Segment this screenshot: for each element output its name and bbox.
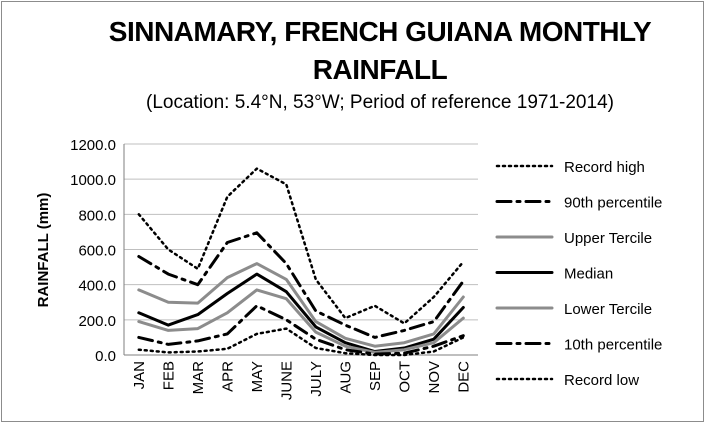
series-line (137, 167, 465, 325)
x-tick-label: APR (219, 361, 236, 392)
x-axis-ticks: JAN FEB MAR APR MAY JUNE JULY AUG SEP OCT NOV DEC (131, 361, 473, 400)
legend-label: Median (564, 266, 613, 283)
legend-label: 90th percentile (564, 195, 662, 212)
x-tick-label: DEC (455, 361, 472, 393)
x-tick-label: FEB (160, 361, 177, 390)
series-line (137, 304, 465, 356)
y-tick-label: 1000.0 (70, 172, 116, 189)
x-tick-label: SEP (367, 361, 384, 391)
axes (123, 144, 478, 356)
series-line (137, 272, 465, 353)
x-tick-label: OCT (396, 361, 413, 393)
x-tick-label: JULY (308, 361, 325, 397)
legend-label: Upper Tercile (564, 230, 652, 247)
x-tick-label: AUG (337, 361, 354, 394)
y-tick-label: 400.0 (78, 278, 116, 295)
legend-label: Lower Tercile (564, 301, 652, 318)
legend-label: 10th percentile (564, 337, 662, 354)
series-lines (137, 167, 465, 357)
y-tick-label: 600.0 (78, 243, 116, 260)
y-axis-ticks: 0.0 200.0 400.0 600.0 800.0 1000.0 1200.0 (70, 137, 116, 365)
x-tick-label: NOV (426, 361, 443, 394)
chart-title-line-1: SINNAMARY, FRENCH GUIANA MONTHLY (108, 16, 652, 47)
x-tick-label: JAN (131, 361, 148, 389)
y-tick-label: 0.0 (95, 348, 116, 365)
y-tick-label: 800.0 (78, 207, 116, 224)
x-tick-label: JUNE (278, 361, 295, 400)
x-tick-label: MAR (190, 361, 207, 395)
x-tick-label: MAY (249, 361, 266, 392)
y-axis-label: RAINFALL (mm) (35, 193, 52, 308)
legend: Record high 90th percentile Upper Tercile M… (495, 159, 662, 389)
y-tick-label: 1200.0 (70, 137, 116, 154)
series-line (137, 288, 465, 354)
series-line (137, 231, 465, 339)
series-line (137, 262, 465, 348)
chart-title-line-2: RAINFALL (312, 54, 448, 85)
chart-subtitle: (Location: 5.4°N, 53°W; Period of refere… (146, 92, 614, 113)
y-tick-label: 200.0 (78, 313, 116, 330)
series-line (137, 327, 465, 357)
legend-label: Record high (564, 159, 645, 176)
legend-label: Record low (564, 372, 639, 389)
